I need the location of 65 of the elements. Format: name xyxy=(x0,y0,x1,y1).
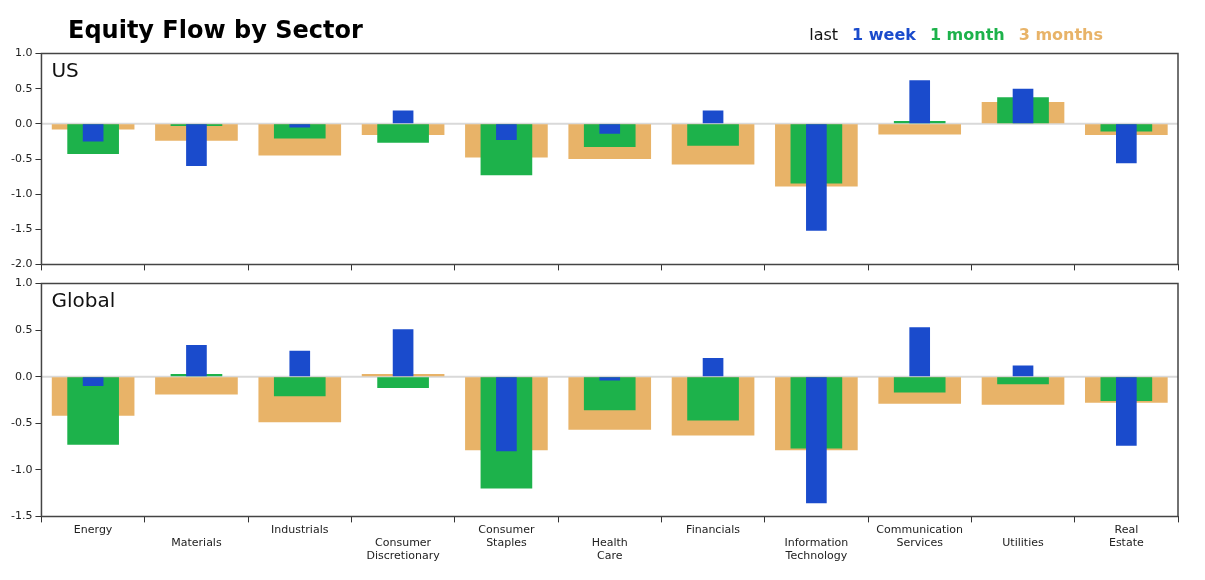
bar xyxy=(878,124,962,135)
bar xyxy=(1012,365,1034,377)
y-tick-label: 1.0 xyxy=(14,276,33,290)
bar xyxy=(67,377,119,445)
x-tick-label: Utilities xyxy=(1002,536,1044,550)
bar xyxy=(909,80,931,124)
text: 1 week xyxy=(852,25,916,44)
bar xyxy=(273,124,326,139)
bar xyxy=(186,124,207,167)
text: 3 months xyxy=(1018,25,1103,44)
bar xyxy=(599,377,621,381)
x-tick-label: Consumer Staples xyxy=(478,522,535,550)
text: 1 month xyxy=(929,25,1005,44)
bar xyxy=(687,377,739,421)
bar xyxy=(392,110,414,124)
x-tick-label: Consumer Discretionary xyxy=(366,536,441,563)
y-tick-label: 1.0 xyxy=(14,46,33,60)
x-tick-label: Energy xyxy=(73,522,113,536)
y-tick-label: 0.0 xyxy=(14,369,33,383)
y-tick-label: -2.0 xyxy=(10,257,33,271)
legend-title: last xyxy=(809,25,839,44)
bar xyxy=(909,327,931,377)
y-tick-label: -1.0 xyxy=(10,462,33,476)
bar xyxy=(289,350,311,377)
x-tick-label: Health Care xyxy=(591,536,628,563)
bar xyxy=(289,124,311,128)
y-tick-label: -0.5 xyxy=(10,151,33,165)
bar xyxy=(186,345,207,377)
bar xyxy=(1012,88,1034,124)
bar xyxy=(155,377,238,395)
x-tick-label: Materials xyxy=(171,536,222,550)
chart-title: Equity Flow by Sector xyxy=(68,16,363,44)
x-tick-label: Industrials xyxy=(271,522,329,536)
x-tick-label: Real Estate xyxy=(1108,522,1144,550)
bar xyxy=(273,377,326,397)
bar xyxy=(496,377,517,452)
x-tick-label: Information Technology xyxy=(784,536,849,563)
bar xyxy=(82,377,104,387)
bar xyxy=(392,329,414,377)
bar xyxy=(377,124,429,143)
bar xyxy=(702,358,724,377)
bar xyxy=(496,124,517,141)
bar xyxy=(997,377,1049,385)
annotation: US xyxy=(51,57,79,82)
y-tick-label: -1.5 xyxy=(10,509,33,523)
bar xyxy=(702,110,724,124)
x-tick-label: Financials xyxy=(686,522,741,536)
y-tick-label: 0.5 xyxy=(14,323,33,337)
bar xyxy=(377,377,429,388)
bar xyxy=(806,377,827,504)
bar xyxy=(1116,377,1137,446)
bar xyxy=(1116,124,1137,164)
x-tick-label: Communication Services xyxy=(876,522,964,550)
bar xyxy=(687,124,739,146)
annotation: Global xyxy=(51,287,116,312)
y-tick-label: 0.5 xyxy=(14,81,33,95)
y-tick-label: 0.0 xyxy=(14,116,33,130)
bar xyxy=(893,377,946,393)
y-tick-label: -1.0 xyxy=(10,186,33,200)
bar xyxy=(583,377,636,411)
bar xyxy=(82,124,104,142)
y-tick-label: -0.5 xyxy=(10,416,33,430)
y-tick-label: -1.5 xyxy=(10,222,33,236)
bar xyxy=(599,124,621,134)
bar xyxy=(806,124,827,231)
